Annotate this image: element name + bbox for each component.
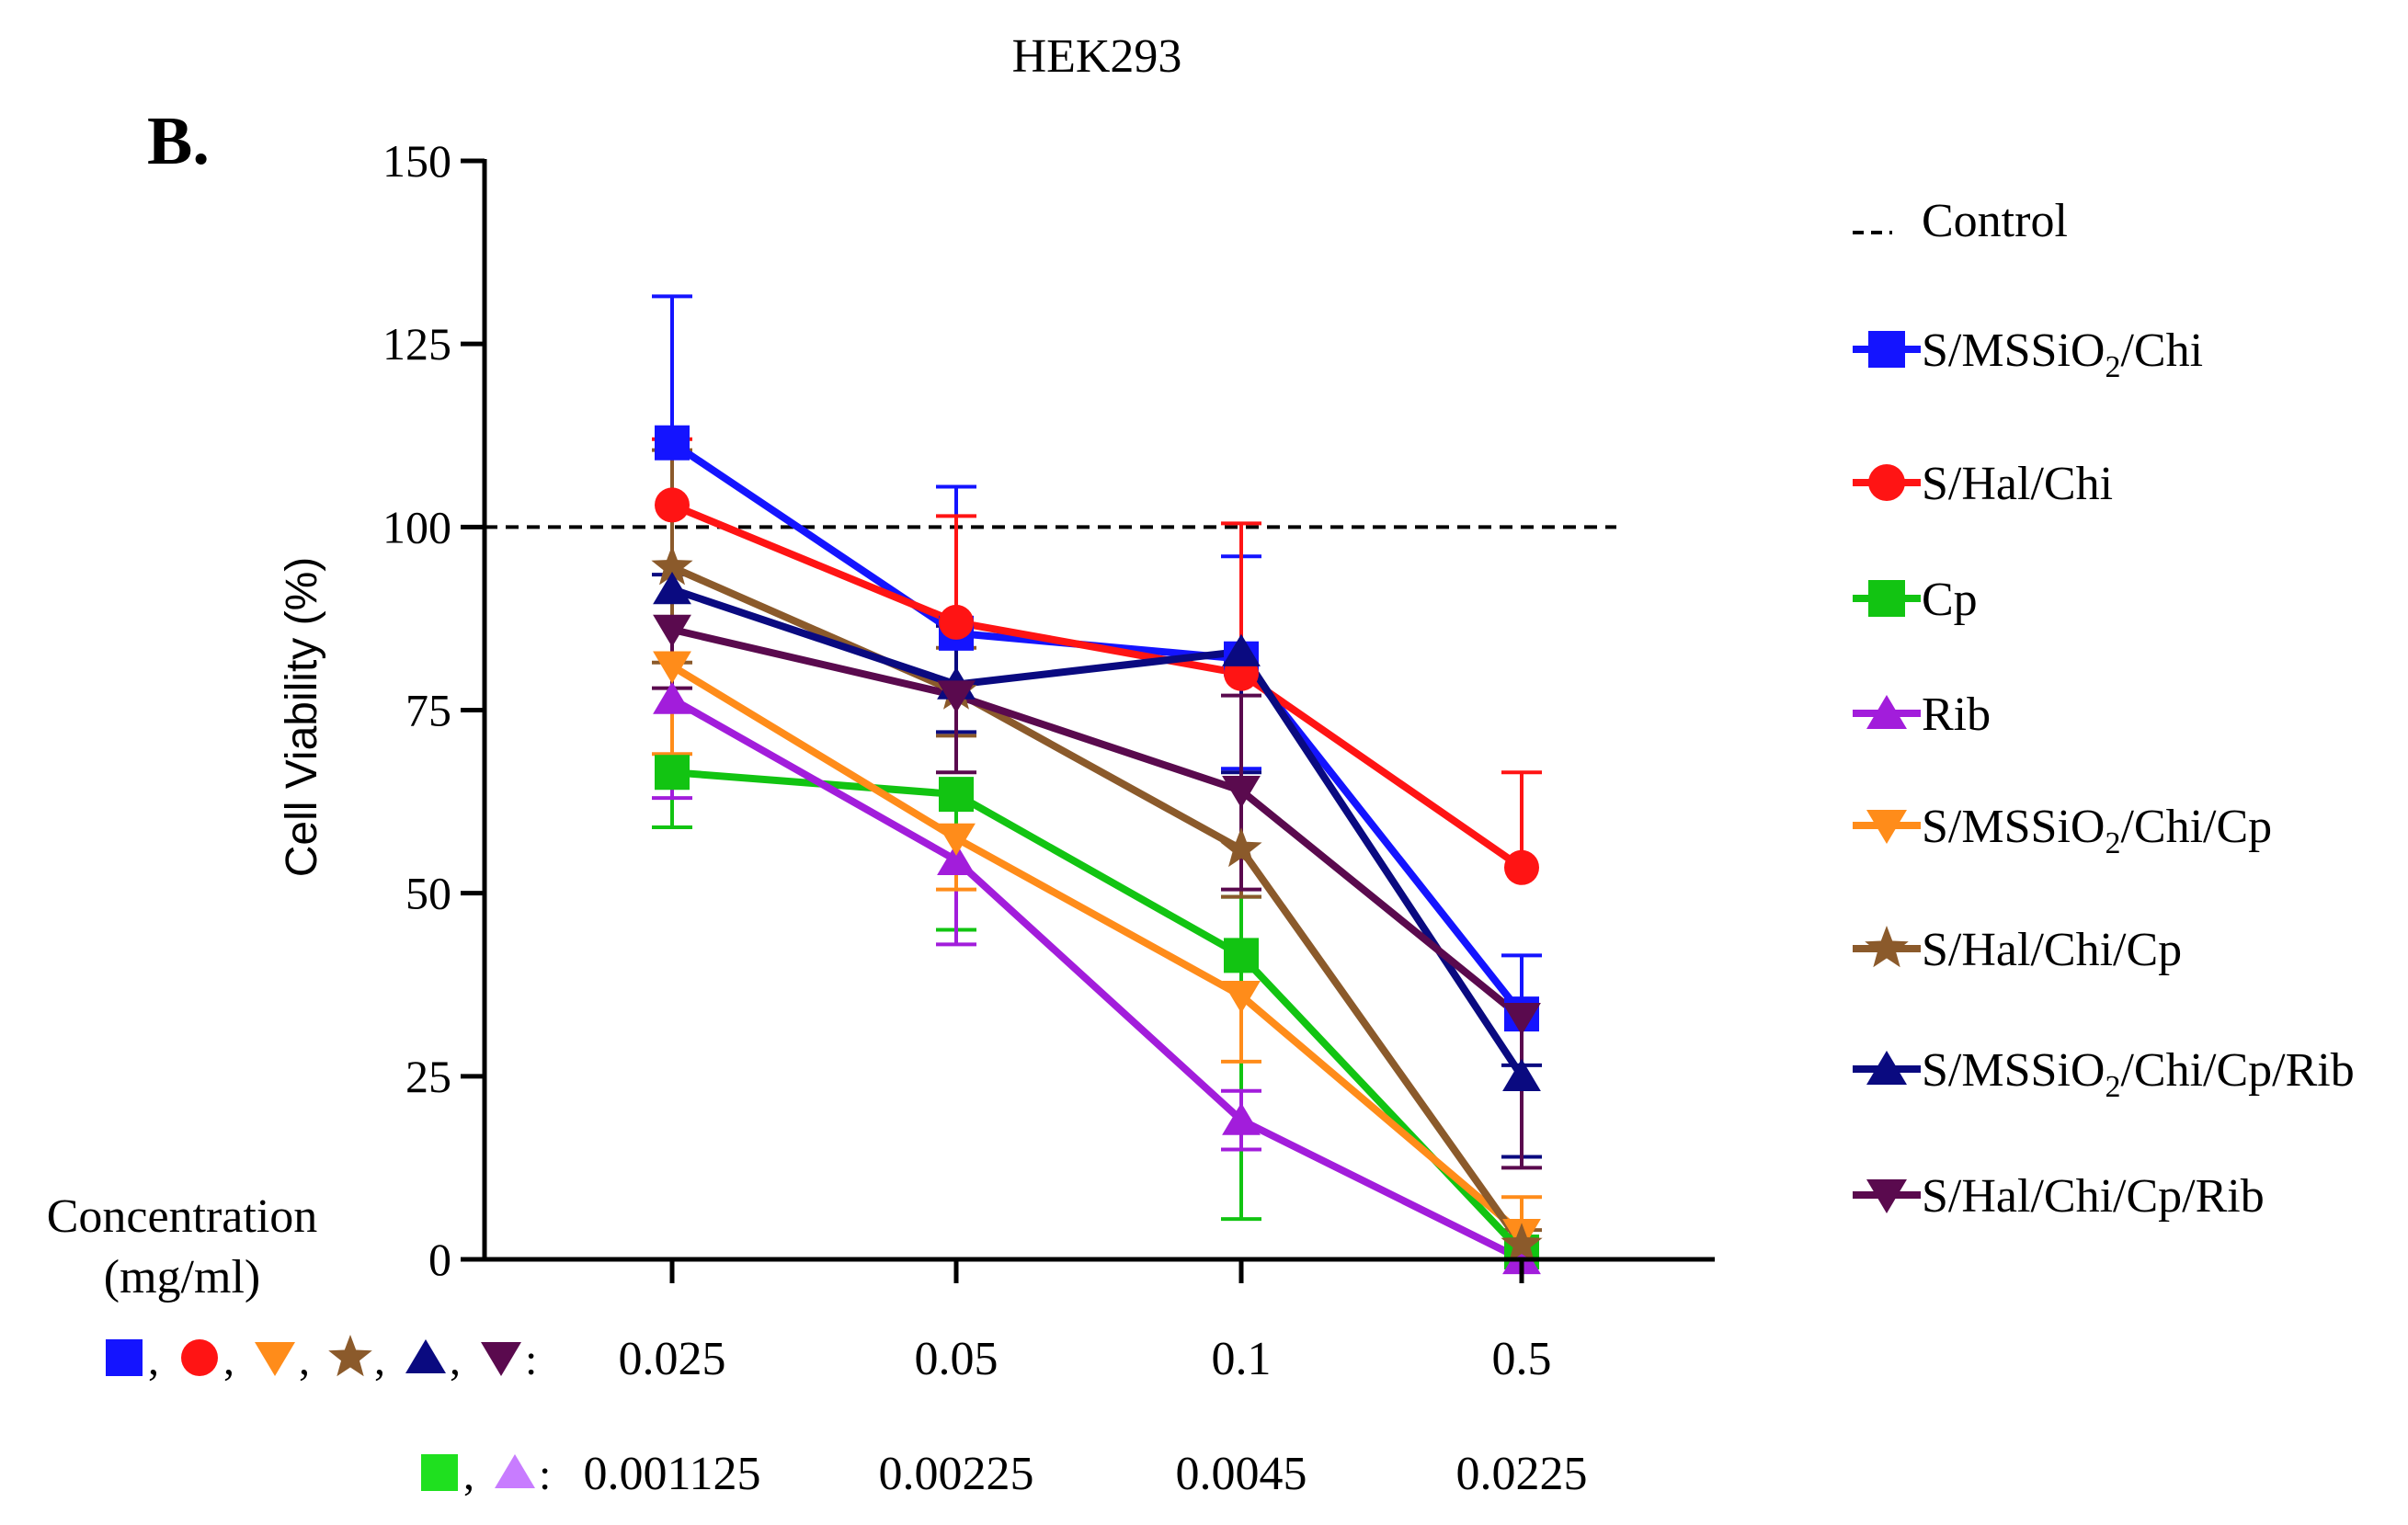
legend-marker-8 [1866,1179,1907,1213]
y-tick-label: 100 [382,501,451,552]
key-primary-separator: , [223,1336,234,1384]
data-point-1-1 [655,425,690,461]
legend-label-1: S/MSSiO2/Chi [1922,324,2203,384]
key-primary-marker-2 [181,1339,218,1376]
y-tick-label: 125 [382,318,451,370]
key-primary-separator: , [374,1336,385,1384]
data-point-5-1 [653,651,691,684]
y-axis-label: Cell Viability (%) [278,557,326,878]
legend-marker-6 [1865,926,1909,968]
data-point-4-2 [937,842,976,875]
series-line-8 [671,626,1524,1021]
series-line-3 [671,768,1524,1255]
legend-marker-7 [1866,1051,1907,1085]
x-tick-label: 0.1 [1212,1333,1272,1385]
chart-title: HEK293 [1012,30,1182,83]
key-alt-separator: : [539,1451,551,1499]
key-primary-marker-4 [328,1335,372,1377]
legend-label-6: S/Hal/Chi/Cp [1922,924,2182,976]
data-point-3-2 [939,777,974,813]
legend-label-3: Cp [1922,574,1978,626]
key-primary-separator: , [450,1336,461,1384]
panel-label: B. [147,104,210,179]
legend-label-control: Control [1922,195,2068,247]
data-point-8-4 [1502,1002,1541,1036]
y-tick-label: 25 [405,1051,451,1102]
data-point-7-1 [653,572,691,605]
data-point-7-4 [1502,1058,1541,1091]
concentration-label-line2: (mg/ml) [104,1251,260,1303]
key-primary-separator: , [299,1336,310,1384]
x-tick-label: 0.05 [915,1333,999,1385]
data-point-5-3 [1222,981,1261,1014]
x-tick-label-alt: 0.001125 [583,1448,760,1500]
data-point-6-1 [651,545,693,586]
legend: Control S/MSSiO2/Chi S/Hal/Chi Cp Rib S/MSSiO… [1853,195,2355,1223]
data-point-2-1 [655,487,690,523]
x-tick-label-alt: 0.00225 [879,1448,1034,1500]
legend-label-4: Rib [1922,689,1991,741]
key-alt-marker-2 [495,1454,535,1488]
data-point-3-3 [1224,938,1259,973]
concentration-label-line1: Concentration [47,1190,318,1243]
key-primary-marker-3 [255,1342,295,1376]
legend-label-5: S/MSSiO2/Chi/Cp [1922,801,2272,860]
data-point-8-3 [1222,775,1261,809]
axes: 0 25 50 75 100 125 150 0.025 0.05 0.1 0.5 0.001125 0… [382,135,1715,1500]
x-tick-label-alt: 0.0045 [1176,1448,1307,1500]
data-point-2-2 [939,604,974,640]
series-line-7 [670,586,1525,1079]
data-point-7-3 [1222,633,1261,666]
key-alt-separator: , [463,1451,474,1499]
concentration-key: ,,,,,:,: [106,1335,551,1499]
series-line-4 [670,696,1524,1263]
y-tick-label: 50 [405,868,451,919]
y-tick-label: 75 [405,685,451,736]
series-lines [669,439,1525,1263]
legend-marker-5 [1866,810,1907,844]
series-line-2 [670,501,1524,871]
key-primary-marker-6 [481,1342,521,1376]
y-tick-label: 150 [382,135,451,187]
x-tick-label: 0.5 [1492,1333,1552,1385]
key-primary-marker-1 [106,1339,143,1376]
data-point-3-1 [655,755,690,791]
series-line-6 [670,563,1525,1247]
data-point-4-3 [1222,1102,1261,1135]
data-point-8-2 [937,680,976,713]
data-point-2-4 [1504,849,1539,885]
legend-label-8: S/Hal/Chi/Cp/Rib [1922,1170,2265,1223]
key-primary-separator: , [148,1336,159,1384]
data-point-8-1 [653,614,691,647]
data-point-4-1 [653,681,691,714]
legend-marker-3 [1868,580,1905,617]
data-point-5-2 [937,823,976,856]
key-primary-separator: : [525,1336,537,1384]
x-tick-label: 0.025 [619,1333,726,1385]
key-primary-marker-5 [405,1339,446,1373]
legend-marker-1 [1868,331,1905,368]
series-line-5 [669,663,1524,1237]
key-alt-marker-1 [421,1454,458,1491]
x-tick-label-alt: 0.0225 [1456,1448,1588,1500]
legend-label-7: S/MSSiO2/Chi/Cp/Rib [1922,1044,2355,1104]
legend-label-2: S/Hal/Chi [1922,458,2113,510]
data-point-6-4 [1501,1223,1543,1263]
series-markers [651,425,1543,1275]
legend-marker-2 [1868,464,1905,501]
legend-marker-4 [1866,695,1907,729]
y-tick-label: 0 [428,1234,451,1285]
data-point-6-3 [1220,827,1262,868]
